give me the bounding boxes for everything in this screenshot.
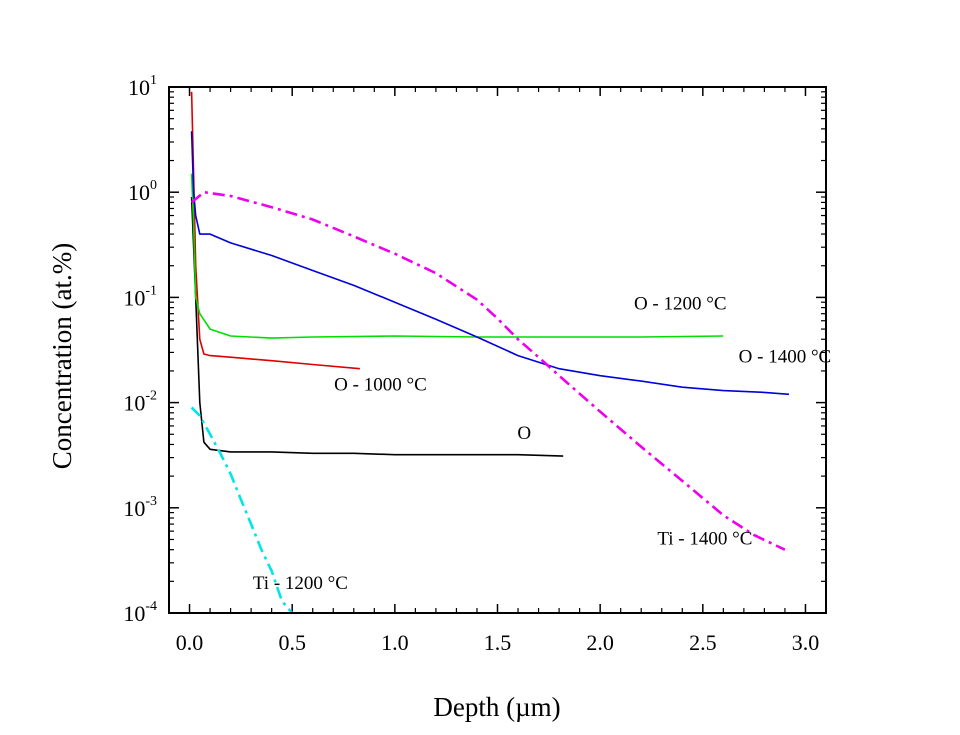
y-tick-label: 101 <box>128 73 157 100</box>
series-label: O - 1200 °C <box>634 293 727 314</box>
y-tick-label: 10-4 <box>123 599 157 626</box>
y-tick-base: 10 <box>128 75 150 100</box>
x-tick-label: 2.0 <box>586 630 614 655</box>
series-line <box>190 173 724 339</box>
y-tick-base: 10 <box>123 496 145 521</box>
series-line <box>190 190 786 551</box>
series-line <box>190 91 360 370</box>
plot-frame <box>168 86 827 614</box>
x-tick-label: 1.0 <box>381 630 409 655</box>
y-tick-label: 10-2 <box>123 389 157 416</box>
series-line <box>190 406 294 614</box>
y-tick-exponent: -1 <box>145 283 157 298</box>
x-tick-label: 1.5 <box>484 630 512 655</box>
y-tick-base: 10 <box>123 391 145 416</box>
y-tick-exponent: -3 <box>145 494 157 509</box>
x-tick-label: 2.5 <box>689 630 717 655</box>
series-label: O - 1000 °C <box>334 375 427 396</box>
series-label: Ti - 1400 °C <box>657 528 752 549</box>
series-label: Ti - 1200 °C <box>253 573 348 594</box>
y-tick-exponent: -4 <box>145 599 157 614</box>
y-tick-label: 10-3 <box>123 494 157 521</box>
y-tick-exponent: 1 <box>150 73 157 88</box>
y-tick-exponent: -2 <box>145 389 157 404</box>
y-tick-exponent: 0 <box>150 178 157 193</box>
series-label: O <box>517 423 531 444</box>
series-label: O - 1400 °C <box>739 347 832 368</box>
y-tick-base: 10 <box>128 180 150 205</box>
y-axis-title: Concentration (at.%) <box>47 243 77 469</box>
series-line <box>190 196 564 457</box>
y-tick-label: 100 <box>128 178 157 205</box>
ticks-layer: 0.0 0.5 1.0 1.5 2.0 2.5 3.010110010-110-210-31… <box>123 73 827 655</box>
x-axis-title: Depth (µm) <box>433 692 560 722</box>
x-tick-label: 3.0 <box>792 630 820 655</box>
x-tick-label: 0.0 <box>176 630 204 655</box>
y-tick-label: 10-1 <box>123 283 157 310</box>
x-tick-label: 0.5 <box>278 630 306 655</box>
y-tick-base: 10 <box>123 601 145 626</box>
series-line <box>190 131 790 396</box>
y-tick-base: 10 <box>123 285 145 310</box>
labels-layer: O O - 1000 °C O - 1200 °C O - 1400 °C Ti - 1… <box>253 293 831 593</box>
series-layer <box>190 91 790 614</box>
